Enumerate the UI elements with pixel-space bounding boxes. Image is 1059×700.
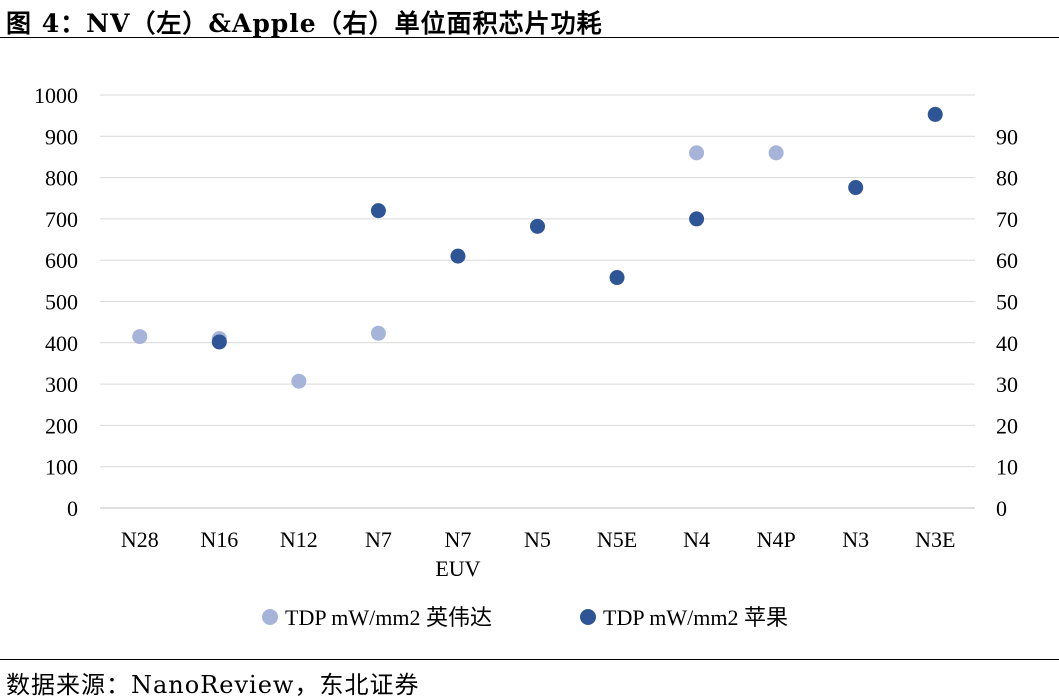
point-apple [370, 203, 386, 219]
right-tick-label: 30 [996, 372, 1018, 397]
left-tick-label: 800 [45, 166, 78, 191]
chart-title: 图 4：NV（左）&Apple（右）单位面积芯片功耗 [6, 9, 603, 38]
left-tick-label: 300 [45, 372, 78, 397]
right-tick-label: 60 [996, 248, 1018, 273]
right-tick-label: 90 [996, 124, 1018, 149]
x-tick-label: N7 [365, 527, 392, 552]
right-tick-label: 50 [996, 290, 1018, 315]
data-points [132, 106, 943, 389]
right-tick-label: 40 [996, 331, 1018, 356]
point-nvidia [132, 329, 148, 345]
left-tick-label: 500 [45, 290, 78, 315]
x-tick-label: N7 EUV [435, 527, 480, 581]
right-tick-label: 20 [996, 413, 1018, 438]
right-tick-label: 10 [996, 455, 1018, 480]
x-tick-label: N16 [200, 527, 238, 552]
point-nvidia [370, 325, 386, 341]
right-tick-label: 70 [996, 207, 1018, 232]
legend-label: TDP mW/mm2 英伟达 [285, 605, 492, 630]
point-apple [927, 106, 943, 122]
x-axis-ticks: N28 N16 N12 N7 N7 EUV N5 N5E N4 N4P N3 N3E [121, 527, 956, 581]
point-apple [689, 211, 705, 227]
left-axis-ticks: 0 100 200 300 400 500 600 700 800 900 1000 [34, 83, 78, 521]
point-apple [530, 218, 545, 234]
point-apple [450, 248, 466, 264]
left-tick-label: 700 [45, 207, 78, 232]
right-tick-label: 80 [996, 166, 1018, 191]
title-underline [0, 37, 1059, 38]
legend-label: TDP mW/mm2 苹果 [603, 605, 788, 630]
right-axis-ticks: 0 10 20 30 40 50 60 70 80 90 [996, 124, 1018, 521]
x-tick-label: N28 [121, 527, 159, 552]
legend-item: TDP mW/mm2 苹果 [580, 605, 788, 630]
x-tick-label: N4P [757, 527, 796, 552]
gridlines [100, 94, 975, 509]
source-divider [0, 659, 1059, 660]
point-apple [848, 180, 864, 196]
legend-marker [580, 609, 596, 625]
legend-marker [262, 609, 278, 625]
left-tick-label: 100 [45, 455, 78, 480]
x-tick-label: N5 [524, 527, 551, 552]
left-tick-label: 0 [67, 496, 78, 521]
legend: TDP mW/mm2 英伟达 TDP mW/mm2 苹果 [262, 605, 788, 630]
x-tick-label: N12 [280, 527, 318, 552]
left-tick-label: 200 [45, 413, 78, 438]
point-nvidia [689, 145, 705, 161]
source-note: 数据来源：NanoReview，东北证券 [6, 671, 420, 699]
x-tick-label: N4 [683, 527, 710, 552]
legend-item: TDP mW/mm2 英伟达 [262, 605, 492, 630]
left-tick-label: 600 [45, 248, 78, 273]
point-apple [609, 270, 625, 286]
point-apple [211, 334, 227, 350]
scatter-chart: 0 100 200 300 400 500 600 700 800 900 1000 0 10 20 30… [34, 83, 1018, 630]
point-nvidia [768, 145, 784, 161]
point-nvidia [291, 373, 307, 389]
x-tick-label: N5E [597, 527, 637, 552]
right-tick-label: 0 [996, 496, 1007, 521]
x-tick-label: N3E [915, 527, 955, 552]
left-tick-label: 1000 [34, 83, 78, 108]
left-tick-label: 900 [45, 124, 78, 149]
left-tick-label: 400 [45, 331, 78, 356]
x-tick-label: N3 [842, 527, 869, 552]
